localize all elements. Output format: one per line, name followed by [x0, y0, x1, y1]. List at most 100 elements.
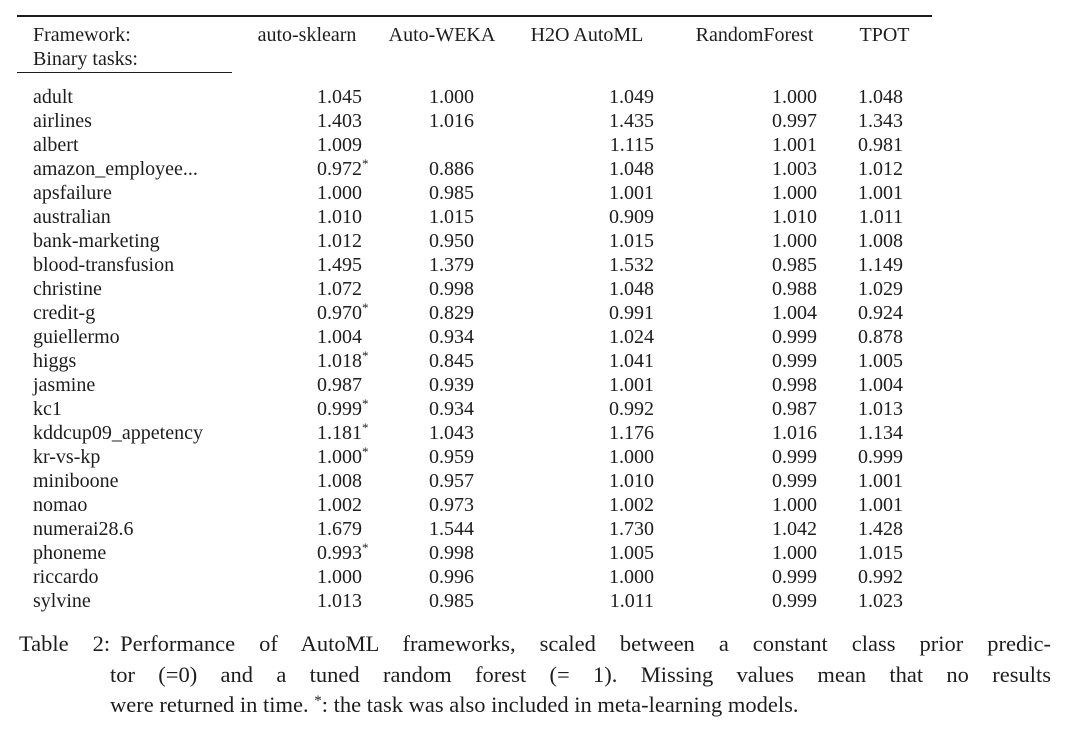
- metric-value: 0.999: [772, 350, 817, 372]
- table-row: riccardo 1.000 0.996 1.000 0.999 0.992: [17, 565, 932, 589]
- metric-value: 1.000: [772, 494, 817, 516]
- task-name: bank-marketing: [33, 230, 160, 252]
- metric-value: 0.988: [772, 278, 817, 300]
- metric-value: 1.000: [772, 230, 817, 252]
- column-header-randomforest: RandomForest: [695, 24, 814, 46]
- metric-value: 1.000: [317, 182, 362, 204]
- task-name: kddcup09_appetency: [33, 422, 203, 444]
- metric-value: 1.049: [609, 85, 654, 108]
- metric-value: 0.845: [429, 350, 474, 372]
- column-header-tpot: TPOT: [859, 24, 910, 46]
- table-row: phoneme 0.993* 0.998 1.005 1.000 1.015: [17, 541, 932, 565]
- metric-value: 0.999: [858, 446, 903, 468]
- metric-value: 1.005: [609, 542, 654, 564]
- metric-value: 1.012: [858, 158, 903, 180]
- metric-value: 1.000: [772, 85, 817, 108]
- metric-value: 1.379: [429, 254, 474, 276]
- metric-value: 1.001: [609, 182, 654, 204]
- table-caption: Table 2: Performance of AutoML frameworks…: [19, 629, 1051, 721]
- table-row: numerai28.6 1.679 1.544 1.730 1.042 1.428: [17, 517, 932, 541]
- table-row: kddcup09_appetency 1.181* 1.043 1.176 1.016 1…: [17, 421, 932, 445]
- metric-value: 1.008: [317, 470, 362, 492]
- metric-value: 1.015: [429, 206, 474, 228]
- metric-value: 1.024: [609, 326, 654, 348]
- metric-value: 0.999: [772, 446, 817, 468]
- metric-value: 1.149: [858, 254, 903, 276]
- metric-value: 1.001: [609, 374, 654, 396]
- metric-value: 0.998: [772, 374, 817, 396]
- column-header-auto-weka: Auto-WEKA: [388, 24, 496, 46]
- task-name: riccardo: [33, 566, 99, 588]
- metric-value: 1.023: [858, 590, 903, 612]
- task-name: airlines: [33, 110, 92, 132]
- task-name: blood-transfusion: [33, 254, 175, 276]
- table-row: albert 1.009 1.115 1.001 0.981: [17, 133, 932, 157]
- metric-value: 1.010: [317, 206, 362, 228]
- results-table-container: Framework: Binary tasks: auto-sklearn Au…: [17, 15, 932, 613]
- column-header-auto-sklearn: auto-sklearn: [257, 24, 357, 46]
- metric-value: 0.992: [858, 566, 903, 588]
- metric-value: 1.115: [609, 134, 654, 156]
- star-marker: *: [314, 693, 322, 709]
- metric-value: 0.973: [429, 494, 474, 516]
- metric-value: 0.999: [772, 566, 817, 588]
- metric-value: 1.002: [609, 494, 654, 516]
- metric-value: 0.829: [429, 302, 474, 324]
- metric-value: 1.005: [858, 350, 903, 372]
- metric-value: 1.011: [609, 590, 654, 612]
- task-name: kr-vs-kp: [33, 446, 101, 468]
- metric-value: 1.181*: [317, 420, 369, 444]
- metric-value: 0.886: [429, 158, 474, 180]
- task-name: albert: [33, 134, 79, 156]
- metric-value: 1.343: [858, 110, 903, 132]
- metric-value: 0.987: [317, 374, 362, 396]
- metric-value: 0.985: [429, 590, 474, 612]
- metric-value: 0.934: [429, 398, 474, 420]
- metric-value: 0.999: [772, 470, 817, 492]
- table-row: apsfailure 1.000 0.985 1.001 1.000 1.001: [17, 181, 932, 205]
- metric-value: 1.000: [429, 85, 474, 108]
- metric-value: 0.957: [429, 470, 474, 492]
- metric-value: 1.041: [609, 350, 654, 372]
- metric-value: 1.004: [772, 302, 817, 324]
- metric-value: 1.015: [858, 542, 903, 564]
- metric-value: 0.939: [429, 374, 474, 396]
- table-row: miniboone 1.008 0.957 1.010 0.999 1.001: [17, 469, 932, 493]
- metric-value: 1.010: [772, 206, 817, 228]
- metric-value: [382, 133, 502, 157]
- table-row: airlines 1.403 1.016 1.435 0.997 1.343: [17, 109, 932, 133]
- task-name: sylvine: [33, 590, 91, 612]
- metric-value: 1.048: [609, 158, 654, 180]
- metric-value: 1.544: [429, 518, 474, 540]
- task-name: credit-g: [33, 302, 96, 324]
- table-row: credit-g 0.970* 0.829 0.991 1.004 0.924: [17, 301, 932, 325]
- metric-value: 1.043: [429, 422, 474, 444]
- metric-value: 0.959: [429, 446, 474, 468]
- table-row: nomao 1.002 0.973 1.002 1.000 1.001: [17, 493, 932, 517]
- metric-value: 1.403: [317, 110, 362, 132]
- table-row: kr-vs-kp 1.000* 0.959 1.000 0.999 0.999: [17, 445, 932, 469]
- table-row: amazon_employee... 0.972* 0.886 1.048 1.003 1…: [17, 157, 932, 181]
- metric-value: 0.981: [858, 134, 903, 156]
- metric-value: 0.999: [772, 326, 817, 348]
- caption-line-2: tor (=0) and a tuned random forest (= 1)…: [110, 661, 1051, 687]
- metric-value: 0.878: [858, 326, 903, 348]
- metric-value: 1.001: [858, 470, 903, 492]
- table-row: adult 1.045 1.000 1.049 1.000 1.048: [17, 73, 932, 110]
- task-name: jasmine: [33, 374, 96, 396]
- metric-value: 1.015: [609, 230, 654, 252]
- metric-value: 1.018*: [317, 348, 369, 372]
- table-row: kc1 0.999* 0.934 0.992 0.987 1.013: [17, 397, 932, 421]
- metric-value: 1.072: [317, 278, 362, 300]
- table-row: higgs 1.018* 0.845 1.041 0.999 1.005: [17, 349, 932, 373]
- task-name: apsfailure: [33, 182, 112, 204]
- caption-label: Table 2:: [19, 631, 111, 656]
- task-name: guiellermo: [33, 326, 120, 348]
- task-name: higgs: [33, 350, 77, 372]
- metric-value: 0.985: [429, 182, 474, 204]
- metric-value: 0.999: [772, 590, 817, 612]
- column-header-h2o-automl: H2O AutoML: [530, 24, 644, 46]
- metric-value: 1.012: [317, 230, 362, 252]
- metric-value: 0.996: [429, 566, 474, 588]
